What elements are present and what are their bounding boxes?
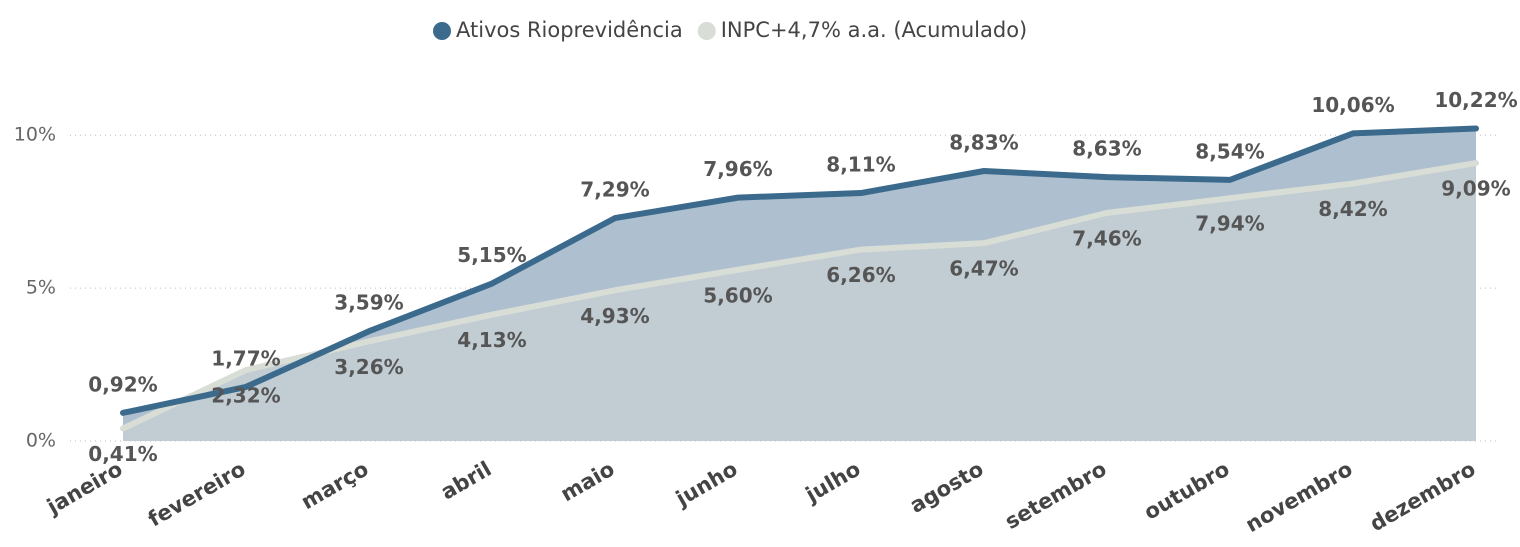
data-label: 7,29% (580, 178, 649, 202)
x-tick-label: setembro (1001, 457, 1111, 534)
x-tick-label: junho (671, 457, 741, 512)
legend-marker (697, 22, 716, 40)
line (120, 125, 1479, 416)
data-label: 7,46% (1072, 226, 1141, 250)
legend-label: INPC+4,7% a.a. (Acumulado) (721, 18, 1028, 42)
data-label: 3,59% (334, 291, 403, 315)
data-label: 7,96% (703, 157, 772, 181)
y-tick-label: 5% (26, 277, 56, 299)
data-label: 8,54% (1195, 139, 1264, 163)
x-tick-label: outubro (1140, 457, 1234, 525)
data-label: 7,94% (1195, 212, 1264, 236)
line (120, 160, 1479, 432)
x-tick-label: fevereiro (144, 457, 249, 532)
data-label: 6,26% (826, 263, 895, 287)
x-tick-label: maio (557, 457, 619, 507)
area (123, 163, 1476, 441)
legend-label: Ativos Rioprevidência (456, 18, 683, 42)
y-tick-label: 10% (14, 124, 56, 146)
data-label: 8,63% (1072, 137, 1141, 161)
data-label: 10,22% (1434, 88, 1517, 112)
x-tick-label: abril (437, 457, 496, 505)
data-label: 6,47% (949, 257, 1018, 281)
data-label: 2,32% (211, 384, 280, 408)
data-label: 5,15% (457, 243, 526, 267)
data-label: 3,26% (334, 355, 403, 379)
x-tick-label: janeiro (42, 457, 126, 520)
x-tick-label: novembro (1241, 457, 1356, 537)
y-tick-label: 0% (26, 430, 56, 452)
x-tick-label: dezembro (1366, 457, 1480, 537)
data-label: 10,06% (1311, 93, 1394, 117)
data-label: 0,41% (88, 442, 157, 466)
data-label: 0,92% (88, 372, 157, 396)
data-label: 8,42% (1318, 197, 1387, 221)
data-label: 8,83% (949, 131, 1018, 155)
data-label: 1,77% (211, 346, 280, 370)
x-tick-label: agosto (906, 457, 988, 518)
data-label: 9,09% (1441, 177, 1510, 201)
x-tick-label: julho (801, 457, 865, 508)
data-label: 5,60% (703, 283, 772, 307)
x-tick-label: março (297, 457, 372, 514)
data-label: 4,13% (457, 328, 526, 352)
data-label: 4,93% (580, 304, 649, 328)
data-label: 8,11% (826, 153, 895, 177)
legend-marker (433, 22, 451, 40)
